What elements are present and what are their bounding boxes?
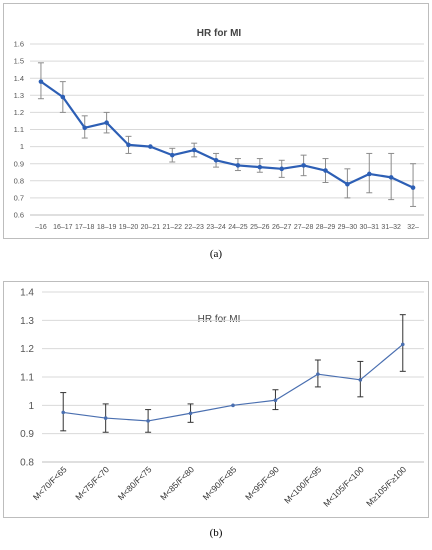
chart-panel-b: HR for MI 0.8 0.9 1 1.1 1.2 1.3 1.4 M<70/F<65 M<7… [3,281,429,518]
y-tick-label: 0.9 [20,429,34,440]
x-tick-label: 24–25 [228,224,248,231]
data-point [235,163,241,168]
x-tick-label: 27–28 [294,224,314,231]
x-tick-label: –16 [35,224,47,231]
x-tick-label: 25–26 [250,224,270,231]
hr-line-chart-a: HR for MI 0.6 0.7 0.8 0.9 1 1.1 1.2 1.3 1.4 1.5 1.6… [14,28,424,231]
y-tick-label: 1 [20,142,24,151]
y-tick-label: 1.1 [20,373,34,384]
caption-a: (a) [209,248,223,260]
y-tick-label: 0.8 [14,176,24,185]
data-point [103,416,108,420]
y-tick-label: 1.3 [14,91,24,100]
x-tick-label: 26–27 [272,224,292,231]
data-point [60,94,66,100]
data-point [231,403,235,408]
x-tick-label: M<105/F<100 [321,464,366,509]
data-point [301,163,306,168]
x-tick-label: M<90/F<85 [201,464,239,502]
data-point [323,168,328,173]
data-point [366,171,372,177]
data-point [257,164,263,170]
data-point [126,142,131,148]
y-tick-label: 1 [28,401,34,412]
data-point [273,398,278,403]
y-tick-label: 0.6 [14,211,24,220]
data-point [388,175,394,180]
series-line [40,80,414,189]
chart-title: HR for MI [198,314,241,325]
data-point [61,410,66,415]
x-tick-label: 32– [407,224,419,231]
data-point [169,152,175,158]
hr-line-chart-b: HR for MI 0.8 0.9 1 1.1 1.2 1.3 1.4 M<70/F<65 M<7… [20,288,424,509]
data-point [191,147,197,153]
y-tick-label: 1.1 [14,125,24,134]
y-tick-label: 1.6 [14,40,24,49]
data-point [400,342,405,347]
data-point [148,144,153,149]
x-tick-label: M<70/F<65 [31,464,69,502]
y-tick-label: 1.5 [14,57,24,66]
y-tick-label: 0.7 [14,194,24,203]
y-tick-label: 0.8 [20,458,34,469]
x-tick-label: M<95/F<90 [243,464,281,502]
data-point [410,185,416,190]
data-point [104,120,109,125]
x-tick-label: M<100/F<95 [282,464,323,505]
y-tick-label: 1.2 [14,108,24,117]
x-tick-label: 22–23 [184,224,204,231]
data-point [279,166,285,172]
x-tick-label: M<80/F<75 [116,464,154,502]
x-tick-label: 29–30 [338,224,358,231]
x-tick-label: 21–22 [163,224,183,231]
x-tick-label: 17–18 [75,224,95,231]
x-tick-label: M<75/F<70 [73,464,111,502]
y-tick-label: 1.3 [20,316,34,327]
x-tick-label: 30–31 [360,224,380,231]
x-tick-label: 20–21 [141,224,161,231]
x-tick-label: 23–24 [206,224,226,231]
data-point [188,411,193,416]
error-bar [410,163,417,207]
caption-b: (b) [209,527,223,539]
series-line [63,343,404,422]
y-tick-label: 1.4 [20,288,34,299]
x-tick-label: 31–32 [381,224,401,231]
x-tick-label: 16–17 [53,224,73,231]
x-tick-label: 28–29 [316,224,336,231]
chart-panel-a: HR for MI 0.6 0.7 0.8 0.9 1 1.1 1.2 1.3 1.4 1.5 1.6… [3,3,429,239]
x-tick-label: 19–20 [119,224,139,231]
x-tick-label: 18–19 [97,224,117,231]
x-tick-label: M≥105/F≥100 [364,464,408,508]
data-point [38,79,44,84]
data-point [146,419,150,423]
y-tick-label: 0.9 [14,159,24,168]
data-point [358,378,363,382]
data-point [345,181,350,187]
y-tick-label: 1.4 [14,74,24,83]
x-tick-label: M<85/F<80 [158,464,196,502]
data-point [213,157,219,163]
chart-title: HR for MI [197,28,242,39]
data-point [82,125,88,131]
data-point [316,372,320,376]
y-tick-label: 1.2 [20,344,34,355]
